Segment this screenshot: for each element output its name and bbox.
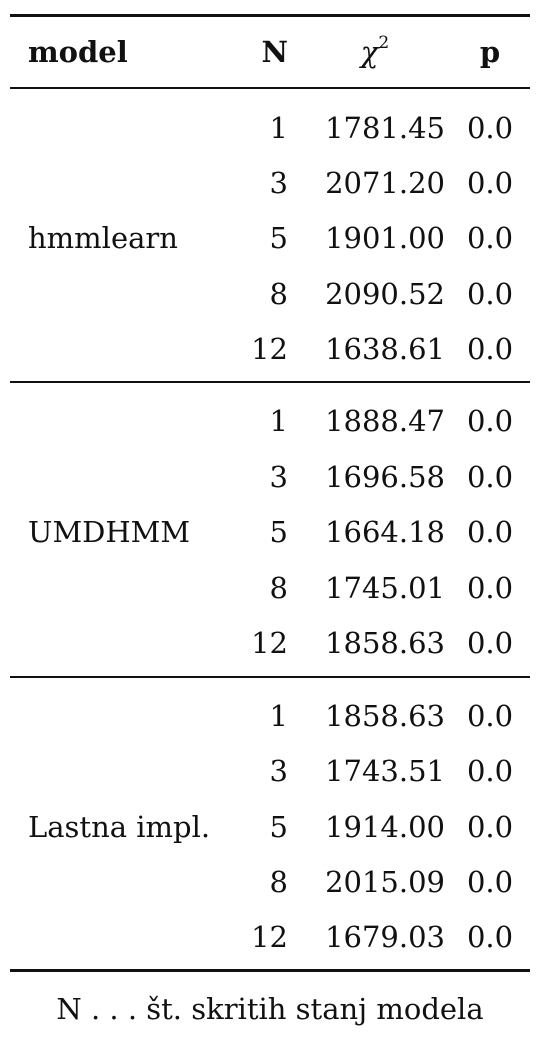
cell-chi: 1781.45 (325, 111, 445, 145)
cell-p: 0.0 (466, 810, 514, 844)
cell-p: 0.0 (466, 460, 514, 494)
cell-chi: 1858.63 (325, 699, 445, 733)
group-model-label: Lastna impl. (28, 810, 211, 844)
cell-p: 0.0 (466, 699, 514, 733)
cell-chi: 1901.00 (325, 221, 445, 255)
group-divider (10, 676, 530, 678)
group-divider (10, 381, 530, 383)
cell-n: 5 (269, 810, 288, 844)
cell-chi: 1914.00 (325, 810, 445, 844)
top-rule (10, 14, 530, 17)
cell-chi: 1743.51 (325, 754, 445, 788)
cell-n: 1 (269, 111, 288, 145)
cell-p: 0.0 (466, 571, 514, 605)
table-footnote: N . . . št. skritih stanj modela (56, 992, 484, 1026)
cell-n: 12 (251, 626, 288, 660)
cell-n: 12 (251, 332, 288, 366)
cell-p: 0.0 (466, 332, 514, 366)
cell-n: 8 (269, 571, 288, 605)
header-p: p (479, 35, 501, 69)
cell-n: 8 (269, 277, 288, 311)
cell-chi: 2090.52 (325, 277, 445, 311)
cell-chi: 1745.01 (325, 571, 445, 605)
cell-n: 5 (269, 515, 288, 549)
cell-p: 0.0 (466, 166, 514, 200)
cell-p: 0.0 (466, 754, 514, 788)
cell-n: 3 (269, 460, 288, 494)
cell-p: 0.0 (466, 920, 514, 954)
cell-p: 0.0 (466, 111, 514, 145)
bottom-rule (10, 969, 530, 972)
cell-p: 0.0 (466, 865, 514, 899)
cell-chi: 2015.09 (325, 865, 445, 899)
cell-n: 3 (269, 166, 288, 200)
chi-symbol: χ2 (360, 33, 390, 69)
header-model: model (28, 35, 128, 69)
cell-chi: 1679.03 (325, 920, 445, 954)
cell-n: 1 (269, 699, 288, 733)
header-n: N (261, 35, 288, 69)
cell-p: 0.0 (466, 277, 514, 311)
group-model-label: UMDHMM (28, 515, 191, 549)
cell-p: 0.0 (466, 626, 514, 660)
cell-chi: 1638.61 (325, 332, 445, 366)
cell-chi: 1696.58 (325, 460, 445, 494)
cell-p: 0.0 (466, 404, 514, 438)
cell-n: 8 (269, 865, 288, 899)
group-model-label: hmmlearn (28, 221, 178, 255)
cell-p: 0.0 (466, 221, 514, 255)
header-rule (10, 87, 530, 89)
cell-chi: 2071.20 (325, 166, 445, 200)
cell-chi: 1858.63 (325, 626, 445, 660)
cell-chi: 1664.18 (325, 515, 445, 549)
header-chi-squared: χ2 (305, 33, 445, 69)
cell-n: 1 (269, 404, 288, 438)
cell-chi: 1888.47 (325, 404, 445, 438)
cell-n: 12 (251, 920, 288, 954)
cell-p: 0.0 (466, 515, 514, 549)
cell-n: 3 (269, 754, 288, 788)
cell-n: 5 (269, 221, 288, 255)
